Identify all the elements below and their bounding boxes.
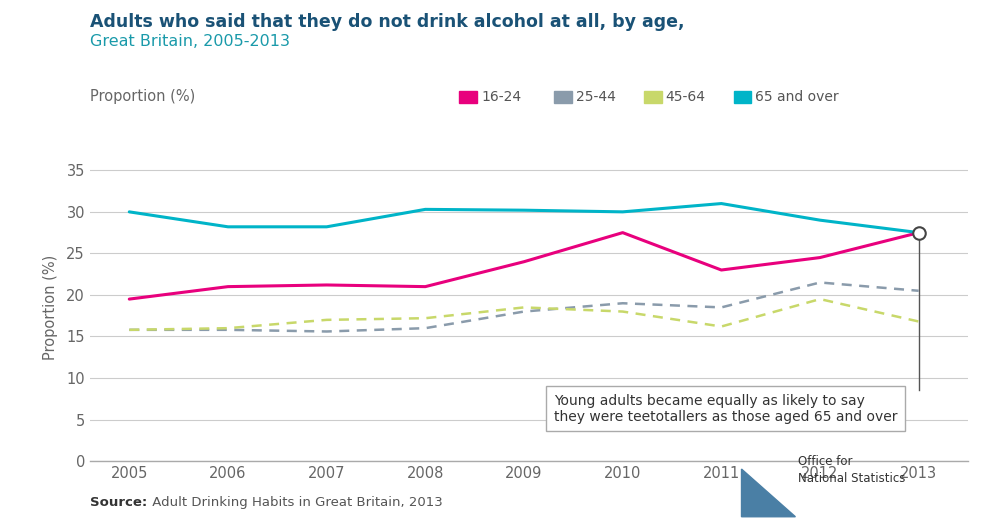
Text: 45-64: 45-64: [666, 90, 706, 104]
Text: Young adults became equally as likely to say
they were teetotallers as those age: Young adults became equally as likely to…: [554, 393, 897, 423]
Text: Source:: Source:: [90, 496, 147, 509]
Text: Office for
National Statistics: Office for National Statistics: [798, 455, 906, 485]
Text: Proportion (%): Proportion (%): [90, 90, 195, 104]
Text: Adults who said that they do not drink alcohol at all, by age,: Adults who said that they do not drink a…: [90, 13, 685, 31]
Polygon shape: [742, 469, 795, 517]
Text: Great Britain, 2005-2013: Great Britain, 2005-2013: [90, 34, 289, 49]
Text: 25-44: 25-44: [576, 90, 616, 104]
Y-axis label: Proportion (%): Proportion (%): [43, 255, 58, 360]
Text: 16-24: 16-24: [481, 90, 521, 104]
Text: 65 and over: 65 and over: [755, 90, 839, 104]
Text: Adult Drinking Habits in Great Britain, 2013: Adult Drinking Habits in Great Britain, …: [148, 496, 442, 509]
